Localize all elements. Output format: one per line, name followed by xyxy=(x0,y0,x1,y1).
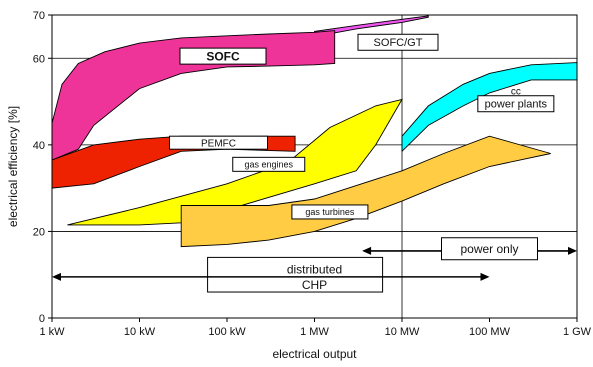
label-box-gas-turbines xyxy=(291,204,369,220)
y-tick-label-40: 40 xyxy=(33,140,45,152)
ticks-layer: 0 20 40 60 70 1 kW 10 kW 100 kW 1 MW 10 MW 100 MW 1… xyxy=(33,10,592,338)
labels-layer: SOFC SOFC/GT PEMFC gas engines gas turbines c… xyxy=(169,33,555,292)
label-box-gas-engines xyxy=(232,156,306,172)
y-tick-label-60: 60 xyxy=(33,53,45,65)
region-sofc-gt xyxy=(314,15,429,38)
label-sofc: SOFC xyxy=(206,49,240,63)
label-box-power-only xyxy=(441,237,538,261)
label-power-only: power only xyxy=(460,242,518,256)
label-pemfc: PEMFC xyxy=(201,138,236,149)
x-tick-label-100-mw: 100 MW xyxy=(469,326,511,338)
label-box-sofc xyxy=(179,47,267,65)
y-tick-label-20: 20 xyxy=(33,226,45,238)
label-gas-engines: gas engines xyxy=(244,160,293,170)
label-chp: CHP xyxy=(302,278,327,292)
x-tick-label-100-kw: 100 kW xyxy=(208,326,246,338)
y-tick-label-70: 70 xyxy=(33,10,45,22)
label-power-plants: power plants xyxy=(485,99,548,111)
label-cc: cc xyxy=(511,86,521,97)
label-box-power-plants xyxy=(477,95,555,113)
label-gas-turbines: gas turbines xyxy=(305,207,355,217)
label-sofc-gt: SOFC/GT xyxy=(374,37,423,49)
label-box-sofc-gt xyxy=(357,33,439,51)
x-axis-title: electrical output xyxy=(272,347,357,361)
label-distributed: distributed xyxy=(287,262,342,276)
x-tick-label-1-mw: 1 MW xyxy=(300,326,329,338)
y-tick-label-0: 0 xyxy=(39,313,45,325)
region-gas-turbines xyxy=(180,135,551,248)
x-tick-label-1-gw: 1 GW xyxy=(563,326,592,338)
y-axis-title: electrical efficiency [%] xyxy=(6,106,20,227)
x-tick-label-1-kw: 1 kW xyxy=(39,326,65,338)
x-tick-label-10-mw: 10 MW xyxy=(385,326,420,338)
label-box-pemfc xyxy=(169,135,269,150)
x-tick-label-10-kw: 10 kW xyxy=(124,326,156,338)
distributed-chp-arrow xyxy=(52,272,490,281)
distributed-chp-box xyxy=(207,256,384,293)
